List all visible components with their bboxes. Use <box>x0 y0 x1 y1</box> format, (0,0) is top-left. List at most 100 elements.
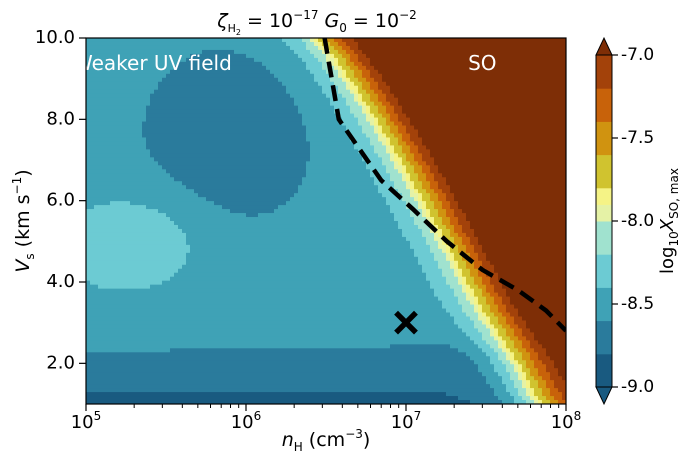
contour-cell <box>102 400 107 404</box>
contour-cell <box>110 324 115 330</box>
contour-cell <box>190 352 195 357</box>
contour-cell <box>182 276 187 282</box>
contour-cell <box>122 45 127 51</box>
contour-cell <box>158 181 163 186</box>
contour-cell <box>142 400 147 404</box>
contour-cell <box>198 69 203 75</box>
contour-cell <box>246 97 251 103</box>
contour-cell <box>266 149 271 154</box>
contour-cell <box>238 252 243 258</box>
contour-cell <box>142 224 147 230</box>
contour-cell <box>298 185 303 190</box>
contour-cell <box>186 57 191 63</box>
contour-cell <box>210 201 215 206</box>
contour-cell <box>190 236 195 242</box>
contour-cell <box>162 177 167 182</box>
contour-cell <box>142 372 147 377</box>
contour-cell <box>122 328 127 333</box>
contour-cell <box>234 129 239 135</box>
contour-cell <box>274 217 279 222</box>
contour-cell <box>98 296 103 302</box>
contour-cell <box>254 360 259 365</box>
contour-cell <box>238 284 243 290</box>
contour-cell <box>182 260 187 266</box>
contour-cell <box>250 272 255 278</box>
contour-cell <box>238 280 243 286</box>
contour-cell <box>150 368 155 373</box>
contour-cell <box>186 236 191 242</box>
contour-cell <box>122 256 127 262</box>
contour-cell <box>238 217 243 222</box>
contour-cell <box>198 388 203 393</box>
contour-cell <box>298 121 303 127</box>
contour-cell <box>174 396 179 401</box>
contour-cell <box>214 69 219 75</box>
contour-cell <box>86 81 91 87</box>
contour-cell <box>182 368 187 373</box>
contour-cell <box>118 165 123 170</box>
contour-cell <box>130 145 135 150</box>
contour-cell <box>218 193 223 198</box>
contour-cell <box>222 244 227 250</box>
contour-cell <box>194 101 199 107</box>
contour-cell <box>166 304 171 310</box>
contour-cell <box>262 352 267 357</box>
contour-cell <box>186 224 191 230</box>
contour-cell <box>114 61 119 67</box>
contour-cell <box>286 133 291 139</box>
contour-cell <box>154 217 159 222</box>
contour-cell <box>86 113 91 119</box>
contour-cell <box>242 73 247 79</box>
contour-cell <box>190 153 195 158</box>
contour-cell <box>126 61 131 67</box>
contour-cell <box>202 217 207 222</box>
contour-cell <box>86 304 91 310</box>
contour-cell <box>202 340 207 345</box>
contour-cell <box>262 53 267 59</box>
contour-cell <box>190 217 195 222</box>
contour-cell <box>102 332 107 337</box>
contour-cell <box>222 316 227 322</box>
contour-cell <box>226 77 231 83</box>
contour-cell <box>134 65 139 71</box>
contour-cell <box>178 213 183 218</box>
contour-cell <box>86 153 91 158</box>
contour-cell <box>266 372 271 377</box>
contour-cell <box>118 236 123 242</box>
contour-cell <box>262 41 267 47</box>
contour-cell <box>102 272 107 278</box>
contour-cell <box>170 65 175 71</box>
contour-cell <box>234 352 239 357</box>
contour-cell <box>106 209 111 214</box>
contour-cell <box>182 109 187 115</box>
contour-cell <box>170 232 175 238</box>
contour-cell <box>146 340 151 345</box>
contour-cell <box>206 316 211 322</box>
contour-cell <box>110 93 115 99</box>
contour-cell <box>210 400 215 404</box>
contour-cell <box>170 240 175 246</box>
contour-cell <box>154 392 159 397</box>
contour-cell <box>110 228 115 234</box>
contour-cell <box>266 89 271 95</box>
contour-cell <box>134 181 139 186</box>
contour-cell <box>258 177 263 182</box>
contour-cell <box>138 165 143 170</box>
contour-cell <box>106 113 111 119</box>
contour-cell <box>202 85 207 91</box>
contour-cell <box>278 240 283 246</box>
contour-cell <box>274 41 279 47</box>
contour-cell <box>158 133 163 139</box>
contour-cell <box>142 49 147 55</box>
contour-cell <box>282 137 287 143</box>
contour-cell <box>138 272 143 278</box>
contour-cell <box>298 93 303 99</box>
contour-cell <box>110 348 115 353</box>
contour-cell <box>194 169 199 174</box>
contour-cell <box>254 388 259 393</box>
contour-cell <box>194 260 199 266</box>
contour-cell <box>274 244 279 250</box>
contour-cell <box>118 328 123 333</box>
contour-cell <box>198 352 203 357</box>
contour-cell <box>106 384 111 389</box>
